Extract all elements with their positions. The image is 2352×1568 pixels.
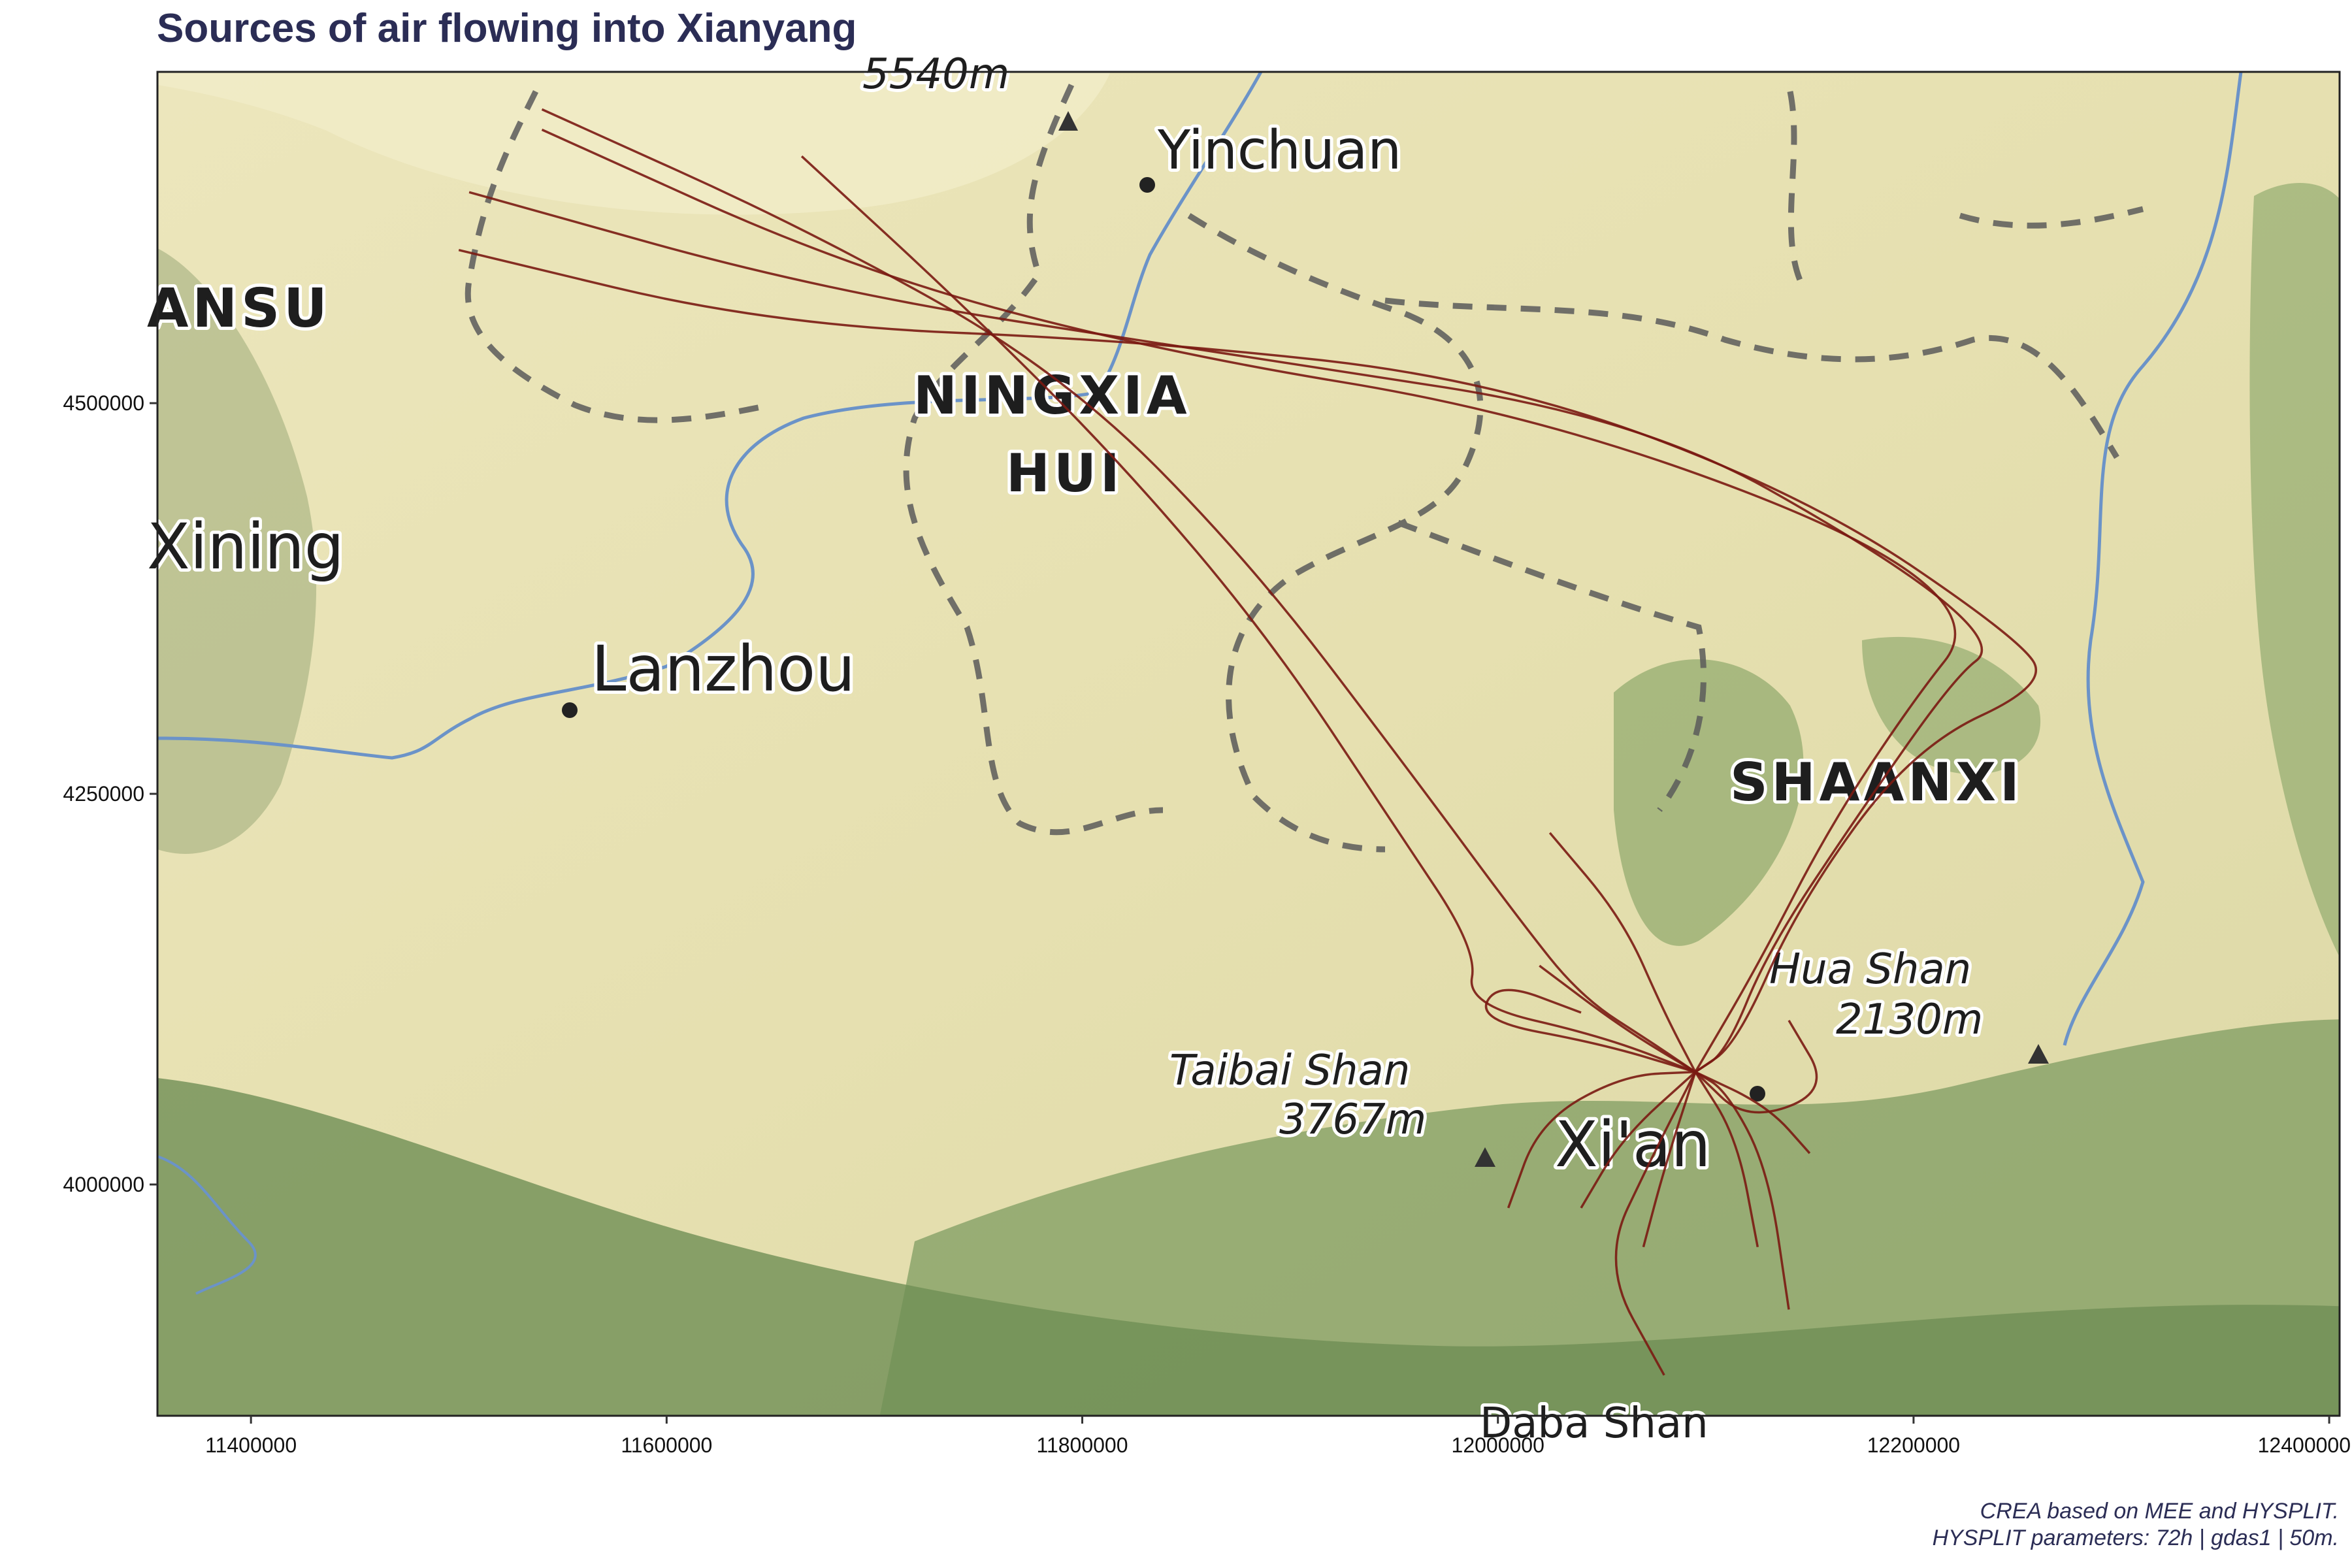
trajectory-line (1694, 1020, 1818, 1114)
caption-source: CREA based on MEE and HYSPLIT. (1980, 1499, 2339, 1524)
city-dot-lanzhou (562, 702, 578, 718)
trajectory-line (1642, 1071, 1697, 1248)
label-shaanxi: SHAANXI (1730, 752, 2023, 813)
label-taibai-elev: 3767m (1279, 1096, 1426, 1144)
trajectory-line (800, 155, 1696, 1073)
trajectory-line (1507, 1071, 1695, 1209)
x-tick-label: 12200000 (1867, 1433, 1960, 1457)
trajectory-line (458, 248, 2037, 1073)
yellow-river-east (2063, 72, 2243, 1046)
wei-river (157, 1155, 257, 1295)
x-tick-label: 12000000 (1452, 1433, 1544, 1457)
x-axis: 11400000 11600000 11800000 12000000 12200000… (205, 1416, 2351, 1457)
trajectory-line (541, 108, 1696, 1073)
trajectory-line (541, 128, 1957, 1073)
trajectory-line (1695, 1071, 1790, 1310)
province-borders (465, 84, 2144, 853)
label-huashan-elev: 2130m (1836, 996, 1983, 1044)
trajectory-line (1695, 1071, 1811, 1154)
trajectory-line (1694, 1071, 1759, 1248)
y-tick-label: 4000000 (63, 1173, 144, 1196)
peak-icon-north (1058, 111, 1078, 131)
y-tick-label: 4250000 (63, 782, 144, 806)
shaanxi-highland (1614, 659, 1804, 946)
label-lanzhou: Lanzhou (591, 632, 855, 706)
trajectory-line (1614, 1071, 1697, 1376)
map-panel-border (156, 71, 2341, 1417)
city-dot-xian (1750, 1086, 1765, 1102)
trajectory-line (1539, 964, 1696, 1073)
label-xining: Xining (147, 510, 344, 583)
label-partial-top: 5540m (862, 50, 1009, 99)
east-highland (2249, 183, 2340, 957)
desert-north (157, 72, 1111, 215)
label-huashan: Hua Shan (1769, 945, 1971, 994)
west-mountains (157, 248, 317, 854)
x-tick-label: 11800000 (1037, 1433, 1128, 1457)
yellow-river (157, 72, 1263, 760)
label-gansu: ANSU (147, 278, 331, 340)
trajectory-line (1548, 832, 1697, 1073)
label-taibai: Taibai Shan (1169, 1047, 1410, 1095)
caption-parameters: HYSPLIT parameters: 72h | gdas1 | 50m. (1932, 1526, 2339, 1550)
label-hui: HUI (1006, 443, 1124, 504)
shaanxi-highland-east (1862, 636, 2041, 775)
trajectory-line (468, 191, 1983, 1073)
trajectory-lines (458, 108, 2037, 1376)
map-title: Sources of air flowing into Xianyang (157, 6, 857, 51)
label-yinchuan: Yinchuan (1157, 120, 1401, 182)
x-tick-label: 12400000 (2258, 1433, 2351, 1457)
label-xian: Xi'an (1555, 1108, 1711, 1181)
basemap (157, 72, 2340, 1416)
label-ningxia: NINGXIA (913, 365, 1191, 426)
label-partial-bottom: Daba Shan (1480, 1399, 1708, 1448)
peak-icon-huashan (2028, 1044, 2049, 1064)
south-forest (157, 1078, 2340, 1416)
trajectory-line (1580, 1071, 1697, 1209)
y-axis: 4500000 4250000 4000000 (63, 391, 157, 1196)
x-tick-label: 11400000 (205, 1433, 297, 1457)
x-tick-label: 11600000 (621, 1433, 712, 1457)
trajectory-line (1484, 988, 1696, 1073)
y-tick-label: 4500000 (63, 391, 144, 415)
peak-icon-taibai (1475, 1147, 1495, 1167)
city-dot-yinchuan (1139, 177, 1155, 193)
